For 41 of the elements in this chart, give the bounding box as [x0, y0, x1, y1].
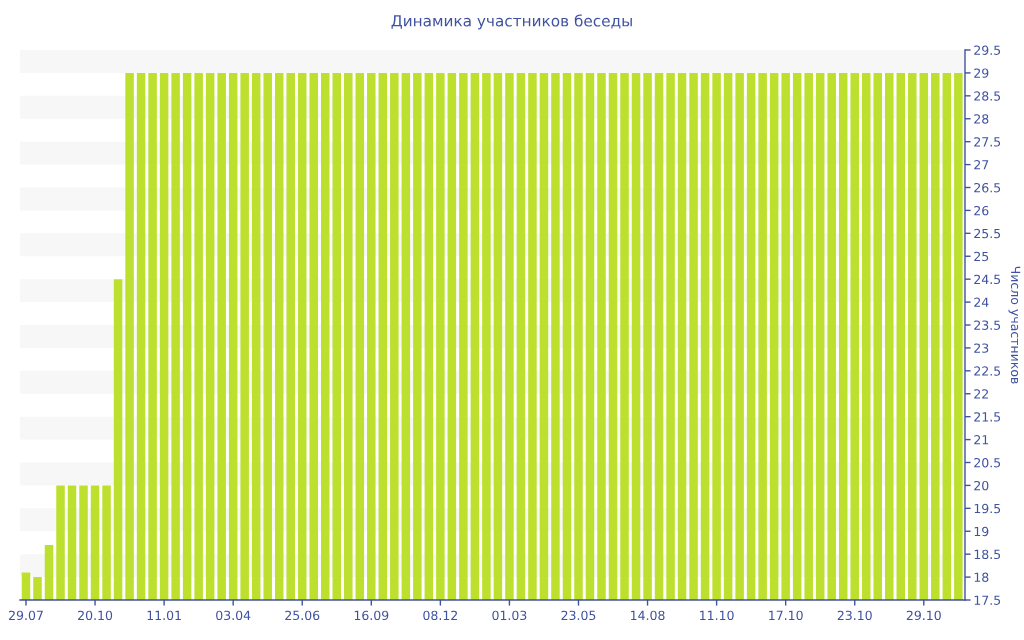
y-tick-label: 19.5 [974, 503, 1001, 514]
y-tick-label: 23 [974, 343, 989, 353]
y-tick-label: 17.5 [974, 595, 1001, 605]
y-tick-label: 23.5 [974, 320, 1001, 330]
chart-title: Динамика участников беседы [391, 14, 632, 30]
x-tick-label: 29.07 [9, 610, 43, 621]
y-tick-label: 28.5 [974, 91, 1001, 101]
x-tick-label: 16.09 [354, 610, 389, 621]
y-tick-label: 28 [974, 114, 989, 124]
x-tick-label: 01.03 [492, 610, 527, 621]
x-tick-label: 25.06 [285, 610, 320, 621]
y-tick-label: 25.5 [974, 228, 1001, 239]
y-tick-label: 29 [974, 68, 989, 78]
x-tick-label: 11.10 [700, 610, 734, 621]
y-axis-title: Число участников [1008, 266, 1021, 384]
y-tick-label: 21.5 [974, 412, 1001, 422]
y-tick-label: 27.5 [974, 137, 1001, 147]
x-tick-label: 23.10 [837, 610, 872, 621]
x-tick-label: 11.01 [147, 610, 181, 621]
y-tick-label: 20 [974, 480, 989, 491]
x-tick-label: 20.10 [78, 610, 113, 621]
y-tick-label: 18.5 [974, 549, 1001, 560]
y-tick-label: 27 [974, 160, 989, 170]
x-tick-label: 14.08 [631, 610, 665, 621]
y-tick-label: 26 [974, 205, 989, 216]
y-tick-label: 20.5 [974, 457, 1001, 468]
y-tick-label: 18 [974, 572, 989, 583]
y-tick-label: 24.5 [974, 274, 1001, 285]
y-tick-label: 22.5 [974, 366, 1001, 376]
x-tick-label: 17.10 [769, 610, 803, 621]
x-tick-label: 29.10 [906, 610, 941, 621]
x-tick-label: 23.05 [561, 610, 596, 621]
y-tick-label: 26.5 [974, 182, 1001, 193]
y-tick-label: 22 [974, 389, 988, 399]
y-tick-label: 21 [974, 435, 989, 445]
x-tick-label: 08.12 [423, 610, 457, 621]
y-tick-label: 19 [974, 526, 989, 537]
y-tick-label: 25 [974, 251, 989, 262]
x-tick-label: 03.04 [216, 610, 251, 621]
y-tick-label: 24 [974, 297, 989, 307]
y-tick-label: 29.5 [974, 45, 1001, 55]
